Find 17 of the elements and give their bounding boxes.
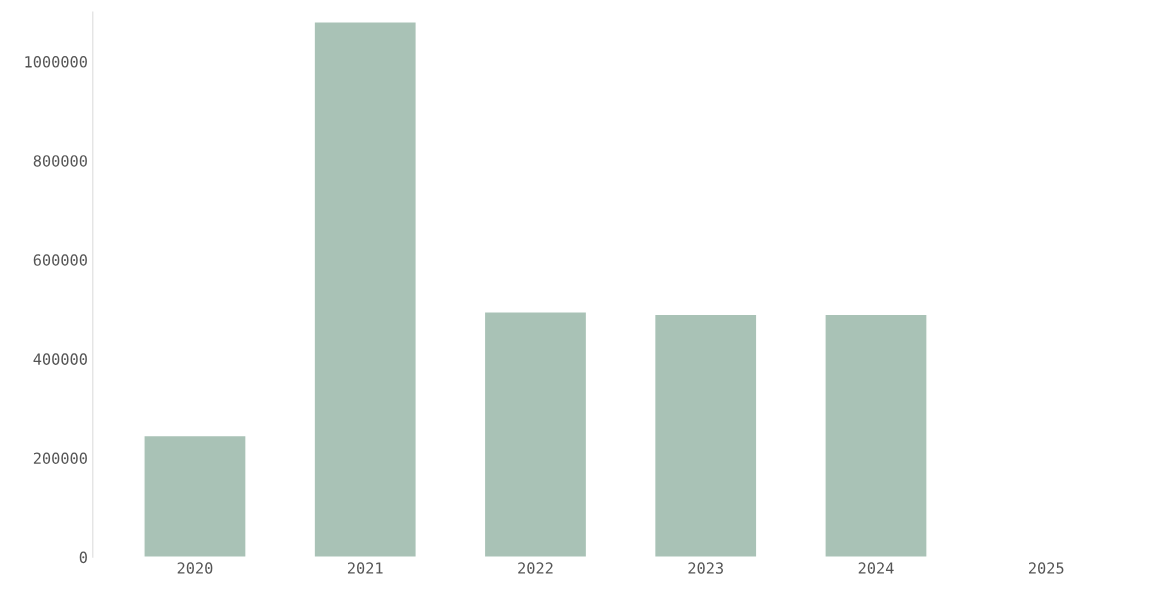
y-tick-label: 1000000 <box>25 56 87 68</box>
y-tick-label: 600000 <box>33 254 87 266</box>
x-tick-label: 2020 <box>177 562 213 574</box>
x-tick-label: 2023 <box>688 562 723 574</box>
y-tick-label: 800000 <box>33 155 87 167</box>
y-tick-label: 0 <box>79 551 87 564</box>
bar <box>824 313 928 558</box>
bar <box>483 311 588 558</box>
x-tick-label: 2024 <box>858 562 894 574</box>
x-tick-label: 2025 <box>1028 562 1064 574</box>
x-tick-label: 2021 <box>347 562 383 574</box>
x-tick-label: 2022 <box>518 562 553 574</box>
y-tick-label: 200000 <box>33 452 87 465</box>
y-tick-label: 400000 <box>33 353 87 365</box>
bar <box>653 313 758 558</box>
bar <box>143 434 247 558</box>
bar <box>313 21 417 558</box>
